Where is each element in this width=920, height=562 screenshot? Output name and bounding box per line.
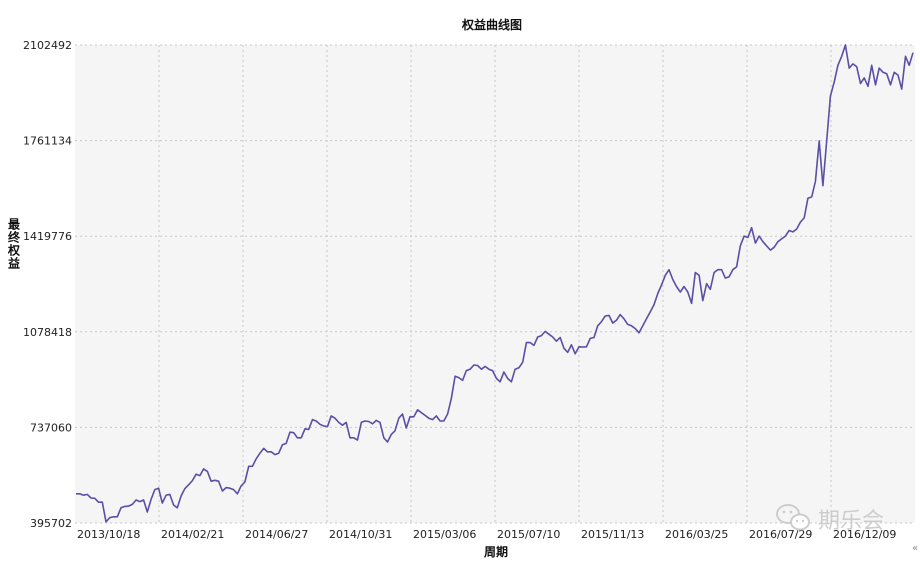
y-tick-label: 737060	[30, 421, 72, 434]
x-tick-label: 2015/03/06	[413, 528, 476, 541]
x-tick-label: 2014/02/21	[161, 528, 224, 541]
x-tick-label: 2015/11/13	[581, 528, 644, 541]
x-tick-label: 2015/07/10	[497, 528, 560, 541]
y-tick-label: 1419776	[23, 230, 72, 243]
plot-area	[75, 45, 915, 523]
series-line	[76, 44, 914, 523]
x-tick-label: 2016/07/29	[749, 528, 812, 541]
y-axis: 395702 737060 1078418 1419776 1761134 2102492	[23, 39, 72, 530]
y-tick-label: 2102492	[23, 39, 72, 52]
x-tick-label: 2014/10/31	[329, 528, 392, 541]
x-tick-label: 2016/12/09	[833, 528, 896, 541]
x-axis: 2013/10/18 2014/02/21 2014/06/27 2014/10/31…	[77, 528, 896, 541]
watermark: 期乐会	[776, 504, 884, 534]
x-tick-label: 2016/03/25	[665, 528, 728, 541]
y-tick-label: 1078418	[23, 326, 72, 339]
y-tick-label: 395702	[30, 517, 72, 530]
watermark-text: 期乐会	[818, 509, 884, 534]
grid	[75, 44, 915, 524]
corner-mark: «	[912, 543, 918, 554]
chart-title: 权益曲线图	[461, 17, 522, 32]
x-tick-label: 2013/10/18	[77, 528, 140, 541]
x-tick-label: 2014/06/27	[245, 528, 308, 541]
y-axis-title: 最终权益	[7, 218, 21, 271]
wechat-icon	[776, 504, 810, 531]
y-tick-label: 1761134	[23, 135, 72, 148]
x-axis-title: 周期	[484, 544, 508, 559]
